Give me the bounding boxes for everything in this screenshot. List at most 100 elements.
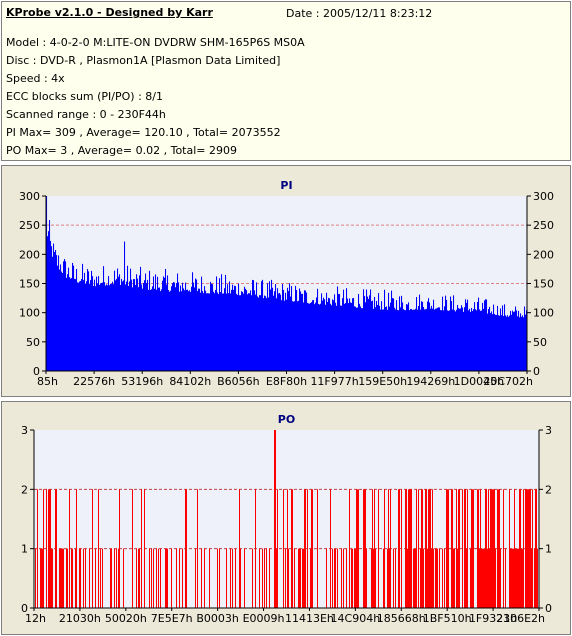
po-bar <box>436 548 437 608</box>
pi-bar <box>517 316 519 371</box>
pi-bar <box>86 281 88 371</box>
po-bar <box>406 489 407 608</box>
pi-bar <box>70 278 72 371</box>
pi-bar <box>372 300 374 371</box>
pi-bar <box>228 293 230 371</box>
po-bar <box>232 548 233 608</box>
pi-bar <box>417 309 419 371</box>
pi-bar <box>202 291 204 371</box>
po-bar <box>85 548 86 608</box>
pi-bar <box>421 301 423 371</box>
pi-bar <box>85 283 87 371</box>
pi-bar <box>206 293 208 371</box>
po-bar <box>335 548 336 608</box>
pi-bar <box>304 290 306 371</box>
po-bar <box>531 548 532 608</box>
pi-bar <box>52 256 54 371</box>
pi-bar <box>132 287 134 371</box>
pi-bar <box>522 315 524 371</box>
pi-bar <box>384 289 386 371</box>
pi-bar <box>182 282 184 371</box>
pi-bar <box>174 282 176 371</box>
po-bar <box>311 489 312 608</box>
pi-bar <box>420 309 422 371</box>
pi-bar <box>338 294 340 371</box>
pi-bar <box>286 299 288 371</box>
po-bar <box>317 489 318 608</box>
pi-bar <box>198 288 200 371</box>
pi-bar <box>404 309 406 371</box>
pi-bar <box>71 278 73 371</box>
pi-bar <box>360 306 362 371</box>
po-bar <box>100 548 101 608</box>
po-bar <box>158 548 159 608</box>
po-bar <box>179 548 180 608</box>
pi-bar <box>213 291 215 371</box>
pi-bar <box>512 310 514 371</box>
po-bar <box>165 548 166 608</box>
pi-bar <box>255 294 257 371</box>
po-bar <box>519 489 520 608</box>
disc-line: Disc : DVD-R , Plasmon1A [Plasmon Data L… <box>6 54 281 67</box>
po-bar <box>437 548 438 608</box>
po-bar <box>75 548 76 608</box>
pi-bar <box>195 278 197 371</box>
pi-bar <box>118 276 120 371</box>
pi-bar <box>59 269 61 371</box>
po-bar <box>491 489 492 608</box>
pi-bar <box>269 281 271 371</box>
pi-bar <box>329 298 331 371</box>
pi-y-tick-label-right: 200 <box>533 248 554 261</box>
pi-bar <box>393 298 395 371</box>
pi-bar <box>488 309 490 371</box>
pi-bar <box>83 280 85 371</box>
pi-bar <box>460 308 462 371</box>
pi-bar <box>136 274 138 371</box>
po-bar <box>358 489 359 608</box>
po-bar <box>366 548 367 608</box>
pi-bar <box>394 307 396 371</box>
pi-bar <box>141 284 143 371</box>
pi-bar <box>418 306 420 371</box>
pi-bar <box>200 292 202 371</box>
pi-bar <box>424 309 426 371</box>
pi-bar <box>367 296 369 371</box>
pi-bar <box>232 284 234 371</box>
pi-bar <box>311 302 313 371</box>
pi-bar <box>74 278 76 371</box>
pi-bar <box>162 280 164 371</box>
po-bar <box>35 548 36 608</box>
pi-y-tick-label-right: 0 <box>533 365 540 378</box>
pi-bar <box>219 278 221 371</box>
pi-bar <box>509 315 511 371</box>
pi-bar <box>435 308 437 371</box>
pi-bar <box>324 299 326 371</box>
pi-bar <box>505 315 507 371</box>
pi-bar <box>478 297 480 371</box>
pi-bar <box>495 314 497 371</box>
pi-bar <box>179 291 181 371</box>
pi-bar <box>204 286 206 371</box>
po-bar <box>454 548 455 608</box>
pi-bar <box>411 309 413 371</box>
pi-bar <box>343 289 345 371</box>
po-bar <box>132 489 133 608</box>
pi-chart-title: PI <box>280 179 292 192</box>
po-bar <box>46 489 47 608</box>
po-bar <box>383 548 384 608</box>
pi-y-tick-label: 200 <box>19 248 40 261</box>
pi-bar <box>470 312 472 371</box>
pi-bar <box>313 300 315 371</box>
pi-x-tick-label: 85h <box>37 375 58 388</box>
po-bar <box>304 489 305 608</box>
pi-bar <box>322 300 324 371</box>
pi-bar <box>436 308 438 371</box>
po-bar <box>355 548 356 608</box>
pi-bar <box>310 303 312 371</box>
pi-bar <box>183 288 185 371</box>
pi-chart: PI 0 0 50 50 100 100 150 150 200 200 250 250 300 300 8… <box>19 179 554 388</box>
pi-bar <box>423 306 425 371</box>
pi-bar <box>399 296 401 371</box>
pi-bar <box>419 294 421 371</box>
pi-bar <box>440 310 442 371</box>
